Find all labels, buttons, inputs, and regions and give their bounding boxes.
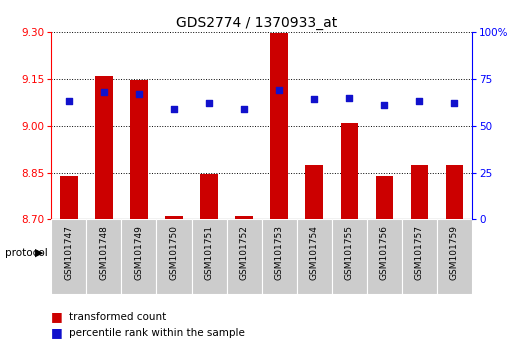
Point (240, 106, 248, 112)
Text: ▶: ▶ (35, 248, 44, 258)
Text: GSM101748: GSM101748 (100, 225, 108, 280)
Bar (227, 219, 262, 294)
Bar (297, 219, 332, 294)
Text: percentile rank within the sample: percentile rank within the sample (69, 328, 245, 338)
Text: GSM101755: GSM101755 (345, 225, 354, 280)
Text: transformed count: transformed count (69, 312, 167, 322)
Text: 2 h control: 2 h control (187, 238, 231, 247)
Point (450, 100, 459, 106)
Bar (270, 33, 288, 219)
Bar (122, 219, 156, 294)
Bar (130, 80, 148, 219)
Text: GSM101751: GSM101751 (205, 225, 213, 280)
Text: protocol: protocol (5, 248, 48, 258)
Text: GSM101747: GSM101747 (64, 225, 73, 280)
Text: ■: ■ (51, 326, 63, 339)
Bar (51, 219, 86, 294)
Text: GSM101750: GSM101750 (169, 225, 179, 280)
Text: GSM101752: GSM101752 (240, 225, 249, 280)
Bar (446, 165, 463, 219)
Text: GSM101749: GSM101749 (134, 225, 144, 280)
Point (100, 89, 108, 95)
Bar (367, 222, 472, 263)
Bar (332, 219, 367, 294)
Bar (305, 165, 323, 219)
Point (310, 97, 318, 102)
Point (345, 95, 353, 101)
Bar (156, 222, 262, 263)
Text: 2 h post-depolariztion: 2 h post-depolariztion (373, 238, 465, 247)
Bar (86, 219, 122, 294)
Point (65, 98, 73, 104)
Text: 0.5 h control: 0.5 h control (77, 238, 130, 247)
Point (170, 106, 178, 112)
Bar (262, 222, 367, 263)
Bar (410, 165, 428, 219)
Bar (437, 219, 472, 294)
Bar (51, 222, 156, 263)
Bar (156, 219, 191, 294)
Bar (367, 219, 402, 294)
Bar (191, 219, 227, 294)
Text: GSM101753: GSM101753 (274, 225, 284, 280)
Bar (95, 76, 113, 219)
Bar (60, 176, 77, 219)
Text: GSM101754: GSM101754 (310, 225, 319, 280)
Bar (165, 216, 183, 219)
Point (205, 100, 213, 106)
Text: GSM101759: GSM101759 (450, 225, 459, 280)
Point (380, 102, 388, 108)
Text: GSM101756: GSM101756 (380, 225, 389, 280)
Text: GDS2774 / 1370933_at: GDS2774 / 1370933_at (176, 16, 337, 30)
Bar (341, 122, 358, 219)
Bar (402, 219, 437, 294)
Bar (262, 219, 297, 294)
Point (415, 98, 423, 104)
Bar (200, 174, 218, 219)
Text: GSM101757: GSM101757 (415, 225, 424, 280)
Text: 0.5 h post-depolarari
zation: 0.5 h post-depolarari zation (270, 233, 358, 252)
Text: ■: ■ (51, 310, 63, 323)
Bar (235, 216, 253, 219)
Bar (376, 176, 393, 219)
Point (275, 87, 283, 93)
Point (135, 91, 143, 97)
